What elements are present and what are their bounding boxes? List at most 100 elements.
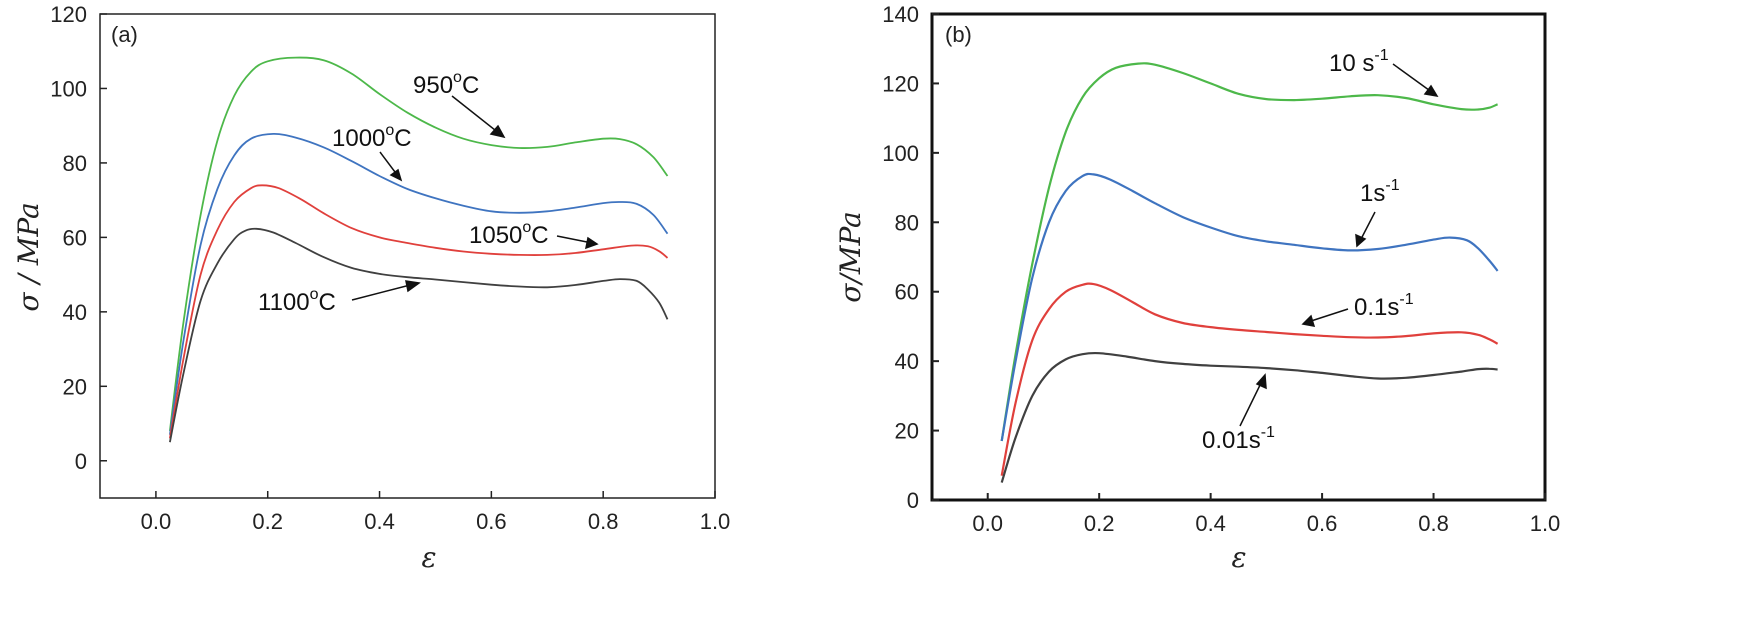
series-label-a-0: 950oC	[413, 69, 479, 99]
series-label-a-3-main: 1100	[258, 289, 310, 316]
tick-group-a: 0.0 0.2 0.4 0.6 0.8 1.0 0 20 40 60 80 100 120	[50, 2, 730, 534]
series-line-a-3	[169, 227, 669, 443]
x-tick-label-b-0: 0.0	[972, 511, 1003, 536]
series-label-a-3-sup: o	[310, 286, 319, 303]
panel-label-b: (b)	[945, 22, 972, 47]
arrow-950	[451, 95, 501, 135]
series-label-a-1-sup: o	[385, 122, 394, 139]
y-axis-title-b: σ/MPa	[834, 211, 867, 303]
arrow-1100	[351, 283, 415, 301]
y-tick-label-a-5: 100	[50, 76, 87, 101]
series-line-a-0	[169, 56, 669, 432]
series-line-a-2	[169, 184, 669, 439]
svg-text:950oC: 950oC	[413, 69, 479, 99]
arrowhead-1000	[389, 168, 403, 182]
arrow-1050	[556, 235, 593, 244]
svg-text:1s-1: 1s-1	[1360, 177, 1400, 207]
x-tick-label-a-1: 0.2	[252, 509, 283, 534]
series-label-b-2-sup: -1	[1399, 291, 1413, 308]
series-label-a-2: 1050oC	[469, 219, 549, 249]
svg-text:1100oC: 1100oC	[258, 286, 336, 316]
annotation-arrows-a	[351, 95, 599, 301]
x-tick-label-b-2: 0.4	[1195, 511, 1226, 536]
y-tick-label-b-1: 20	[895, 419, 919, 444]
tick-group-b: 0.0 0.2 0.4 0.6 0.8 1.0 0 20 40 60 80 100 120 140	[882, 2, 1560, 536]
arrow-10s	[1392, 63, 1434, 94]
series-line-b-0	[1000, 62, 1499, 442]
y-axis-title-b-text: σ/MPa	[834, 211, 867, 303]
arrowhead-1s	[1355, 233, 1367, 248]
series-label-b-1-sup: -1	[1385, 177, 1399, 194]
series-label-a-2-sup: o	[522, 219, 531, 236]
series-label-a-2-tail: C	[531, 222, 548, 249]
series-label-b-0-main: 10 s	[1329, 50, 1374, 77]
series-label-b-3-main: 0.01s	[1202, 427, 1261, 454]
series-label-a-3: 1100oC	[258, 286, 336, 316]
series-line-b-2	[1000, 282, 1499, 476]
series-line-b-3	[1000, 351, 1498, 483]
x-tick-label-a-0: 0.0	[141, 509, 172, 534]
plot-frame-b	[930, 12, 1547, 502]
panel-b: 0.0 0.2 0.4 0.6 0.8 1.0 0 20 40 60 80 100 120 140 (b)…	[834, 2, 1560, 574]
panel-label-a: (a)	[111, 22, 138, 47]
arrowhead-950	[489, 124, 506, 139]
series-label-b-1-main: 1s	[1360, 180, 1385, 207]
series-line-a-1	[169, 132, 669, 435]
series-label-a-0-tail: C	[462, 72, 479, 99]
panel-a: 0.0 0.2 0.4 0.6 0.8 1.0 0 20 40 60 80 100 120 (a) 95…	[12, 2, 730, 574]
arrowhead-1100	[405, 280, 421, 293]
y-tick-label-b-3: 60	[895, 280, 919, 305]
arrowhead-0-1s	[1301, 314, 1316, 327]
series-label-b-1: 1s-1	[1360, 177, 1400, 207]
arrowhead-1050	[585, 236, 599, 250]
y-tick-label-a-2: 40	[63, 300, 87, 325]
x-tick-label-b-4: 0.8	[1418, 511, 1449, 536]
x-tick-label-a-4: 0.8	[588, 509, 619, 534]
series-label-a-1-main: 1000	[332, 125, 385, 152]
arrowhead-10s	[1423, 84, 1439, 98]
series-lines-b	[1000, 62, 1499, 483]
y-tick-label-a-0: 0	[75, 449, 87, 474]
arrow-1s	[1359, 211, 1376, 242]
series-label-b-2-main: 0.1s	[1354, 294, 1399, 321]
x-tick-label-b-1: 0.2	[1084, 511, 1115, 536]
svg-text:10 s-1: 10 s-1	[1329, 47, 1389, 77]
x-tick-label-a-2: 0.4	[364, 509, 395, 534]
x-axis-title-a: ε	[421, 541, 436, 574]
arrow-0-01s	[1239, 380, 1263, 427]
series-label-b-0-sup: -1	[1374, 47, 1388, 64]
y-tick-label-b-6: 120	[882, 71, 919, 96]
x-axis-title-b: ε	[1231, 541, 1246, 574]
annotation-arrows-b	[1239, 63, 1439, 427]
svg-text:1000oC: 1000oC	[332, 122, 412, 152]
series-label-a-2-main: 1050	[469, 222, 522, 249]
svg-text:0.1s-1: 0.1s-1	[1354, 291, 1414, 321]
y-tick-label-a-4: 80	[63, 151, 87, 176]
x-tick-label-a-3: 0.6	[476, 509, 507, 534]
series-label-a-3-tail: C	[319, 289, 336, 316]
svg-text:1050oC: 1050oC	[469, 219, 549, 249]
svg-text:0.01s-1: 0.01s-1	[1202, 424, 1275, 454]
series-label-b-3: 0.01s-1	[1202, 424, 1275, 454]
plot-frame-a	[99, 13, 716, 499]
series-label-b-3-sup: -1	[1261, 424, 1275, 441]
x-tick-label-b-5: 1.0	[1530, 511, 1561, 536]
series-line-b-1	[1000, 172, 1499, 442]
series-lines-a	[169, 56, 669, 443]
x-tick-label-a-5: 1.0	[700, 509, 731, 534]
series-label-a-0-main: 950	[413, 72, 453, 99]
series-label-a-0-sup: o	[453, 69, 462, 86]
y-tick-label-a-1: 20	[63, 374, 87, 399]
series-label-b-2: 0.1s-1	[1354, 291, 1414, 321]
y-tick-label-b-4: 80	[895, 210, 919, 235]
series-label-a-1: 1000oC	[332, 122, 412, 152]
y-tick-label-b-5: 100	[882, 141, 919, 166]
y-tick-label-b-0: 0	[907, 488, 919, 513]
y-tick-label-a-3: 60	[63, 225, 87, 250]
y-tick-label-b-7: 140	[882, 2, 919, 27]
series-label-a-1-tail: C	[394, 125, 411, 152]
arrowhead-0-01s	[1255, 373, 1267, 390]
y-tick-label-a-6: 120	[50, 2, 87, 27]
arrow-0-1s	[1307, 308, 1349, 323]
